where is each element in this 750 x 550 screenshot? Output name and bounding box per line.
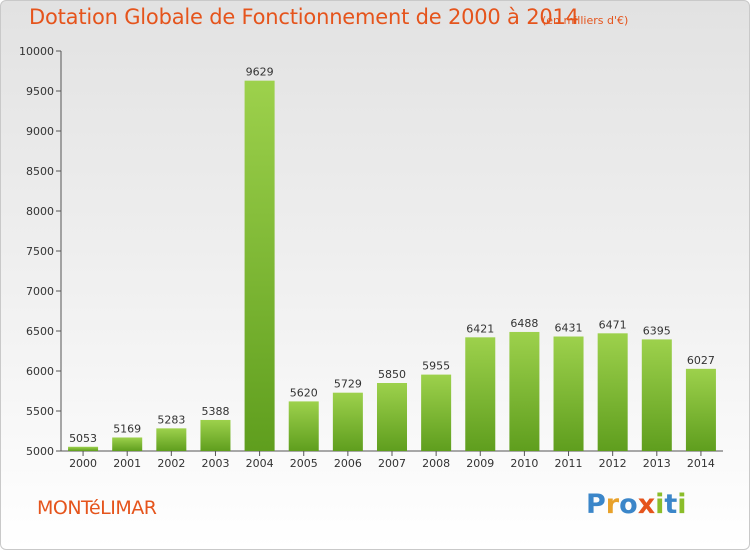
value-label-2006: 5729 [334, 378, 362, 391]
bar-2012 [597, 333, 628, 451]
value-label-2001: 5169 [113, 422, 141, 435]
logo-letter: x [637, 489, 656, 520]
bar-2014 [685, 368, 716, 451]
x-tick-label-2007: 2007 [378, 457, 406, 470]
y-tick-label: 5500 [26, 405, 54, 418]
x-tick-label-2010: 2010 [510, 457, 538, 470]
bar-2003 [200, 419, 231, 451]
value-label-2009: 6421 [466, 322, 494, 335]
y-tick-label: 5000 [26, 445, 54, 458]
bar-2004 [244, 80, 275, 452]
chart-title: Dotation Globale de Fonctionnement de 20… [29, 5, 579, 29]
bars: 5053 5169 5283 5388 9629 5620 5729 5850 5955 6421… [68, 66, 716, 452]
value-label-2002: 5283 [157, 413, 185, 426]
bar-2010 [509, 331, 540, 451]
logo-letter: r [605, 489, 620, 520]
value-label-2011: 6431 [555, 322, 583, 335]
value-label-2013: 6395 [643, 324, 671, 337]
x-tick-label-2001: 2001 [113, 457, 141, 470]
x-tick-label-2004: 2004 [246, 457, 274, 470]
y-tick-label: 6000 [26, 365, 54, 378]
x-tick-label-2000: 2000 [69, 457, 97, 470]
x-tick-label-2006: 2006 [334, 457, 362, 470]
logo-letter: P [586, 489, 606, 520]
bar-2007 [376, 383, 408, 451]
x-tick-label-2003: 2003 [201, 457, 229, 470]
y-axis: 5000 5500 6000 6500 7000 7500 8000 8500 9000 9500… [19, 45, 62, 458]
y-tick-label: 7500 [26, 245, 54, 258]
y-tick-label: 8500 [26, 165, 54, 178]
bar-2009 [465, 337, 496, 451]
value-label-2008: 5955 [422, 360, 450, 373]
y-tick-label: 9500 [26, 85, 54, 98]
logo-letter: t [664, 489, 678, 520]
y-tick-label: 8000 [26, 205, 54, 218]
bar-2013 [641, 339, 672, 451]
x-tick-label-2014: 2014 [687, 457, 715, 470]
value-label-2005: 5620 [290, 386, 318, 399]
logo-letter: i [655, 489, 665, 520]
value-label-2014: 6027 [687, 354, 715, 367]
y-tick-label: 7000 [26, 285, 54, 298]
x-tick-label-2009: 2009 [466, 457, 494, 470]
x-tick-label-2008: 2008 [422, 457, 450, 470]
bar-2006 [332, 392, 363, 451]
value-label-2000: 5053 [69, 432, 97, 445]
proxiti-logo: Proxiti [586, 489, 687, 520]
y-tick-label: 10000 [19, 45, 54, 58]
x-axis: 2000 2001 2002 2003 2004 2005 2006 2007 2008 2009… [61, 450, 723, 470]
x-tick-label-2005: 2005 [290, 457, 318, 470]
bar-2005 [288, 401, 319, 451]
y-tick-label: 9000 [26, 125, 54, 138]
y-tick-label: 6500 [26, 325, 54, 338]
bar-2002 [156, 428, 187, 451]
city-name: MONTéLIMAR [37, 497, 157, 519]
bar-2000 [68, 446, 99, 451]
bar-2011 [553, 336, 584, 451]
value-label-2012: 6471 [599, 318, 627, 331]
bar-2001 [112, 437, 143, 451]
value-label-2007: 5850 [378, 368, 406, 381]
logo-letter: o [619, 489, 638, 520]
logo-letter: i [677, 489, 687, 520]
x-tick-label-2012: 2012 [599, 457, 627, 470]
x-tick-label-2011: 2011 [555, 457, 583, 470]
value-label-2010: 6488 [510, 317, 538, 330]
chart-subtitle: (en milliers d'€) [542, 14, 629, 27]
x-tick-label-2013: 2013 [643, 457, 671, 470]
value-label-2004: 9629 [246, 66, 274, 79]
bar-2008 [421, 374, 452, 451]
x-tick-label-2002: 2002 [157, 457, 185, 470]
value-label-2003: 5388 [201, 405, 229, 418]
